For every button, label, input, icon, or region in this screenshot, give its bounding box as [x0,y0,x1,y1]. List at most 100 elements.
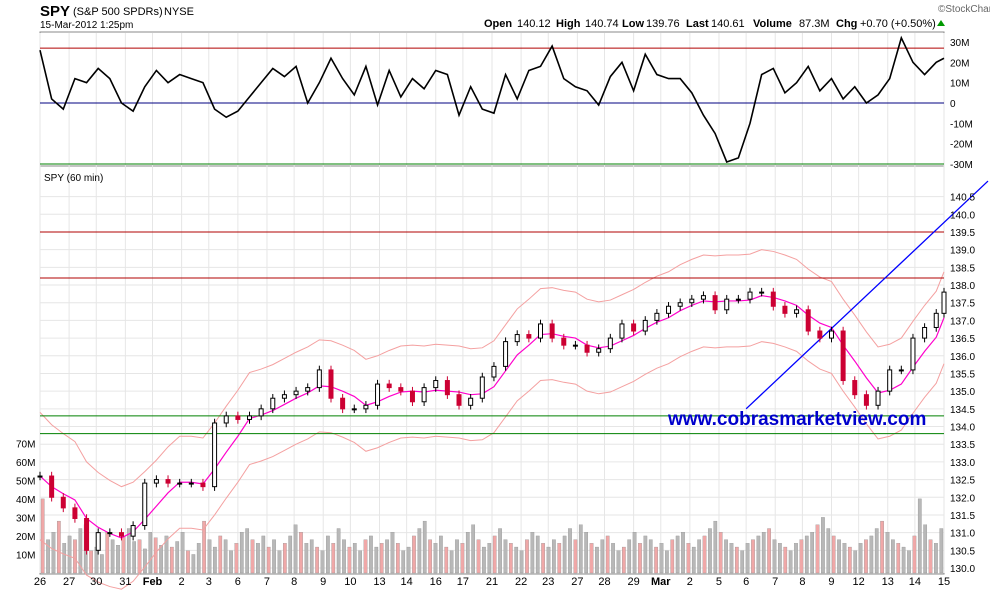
volume-bar [148,532,153,574]
volume-bar [530,532,535,574]
volume-bar [374,546,379,574]
volume-bar [573,539,578,574]
candle-body [72,507,78,519]
volume-bar [751,539,755,574]
volume-bar [697,539,702,574]
volume-bar [465,532,470,574]
candle-body [526,334,532,339]
candle-body [561,337,567,346]
volume-bar [498,528,502,574]
volume-bar [896,543,901,574]
volume-bar [336,528,341,574]
x-tick-label: 8 [291,576,297,588]
candle-body [107,532,113,535]
volume-bar [724,539,728,574]
volume-bar [535,535,540,574]
price-tick-label: 132.0 [950,493,975,504]
x-tick-label: 13 [882,576,894,588]
volume-bar [745,543,750,574]
volume-bar [821,517,825,574]
volume-bar [100,554,104,574]
open-label: Open [484,18,512,30]
volume-bar [665,550,669,574]
volume-bar [503,539,508,574]
candle-body [468,397,474,406]
volume-bar [56,520,61,574]
volume-bar [713,520,718,574]
volume-bar [578,524,583,574]
candle-body [817,330,823,339]
x-tick-label: 6 [235,576,241,588]
candle-body [910,337,916,371]
indicator-tick-label: 20M [950,58,969,69]
volume-bar [164,535,169,574]
candle-body [654,312,660,321]
volume-bar [772,539,777,574]
volume-bar [460,543,465,574]
volume-bar [51,532,56,574]
candle-body [386,383,392,389]
candle-body [828,330,834,339]
volume-bar [831,535,836,574]
indicator-tick-label: -30M [950,160,973,171]
price-tick-label: 137.5 [950,299,975,310]
candle-body [941,291,947,314]
volume-bar [143,548,147,574]
x-tick-label: 22 [515,576,527,588]
volume-bar [299,532,303,574]
price-candles [37,287,947,555]
volume-bar [691,546,696,574]
volume-bar [471,524,476,574]
candle-body [572,344,578,347]
price-tick-label: 139.0 [950,246,975,257]
candle-body [875,390,881,406]
volume-bar [239,532,244,574]
volume-bar [514,546,519,574]
volume-bar [62,543,67,574]
volume-bar [740,550,745,574]
volume-bar [455,539,459,574]
candle-body [863,394,869,406]
volume-tick-label: 10M [16,550,35,561]
volume-bar [363,539,368,574]
volume-bar [492,535,497,574]
volume-bar [116,545,120,574]
x-tick-label: 28 [598,576,610,588]
volume-bar [46,539,50,574]
volume-bar [853,550,858,574]
candle-body [293,390,299,396]
volume-bar [611,543,615,574]
volume-bar [412,535,416,574]
price-tick-label: 136.0 [950,352,975,363]
price-tick-label: 132.5 [950,476,975,487]
x-tick-label: 16 [430,576,442,588]
price-tick-label: 135.0 [950,387,975,398]
volume-bar [439,535,443,574]
candle-body [631,323,637,332]
volume-bar [761,532,766,574]
volume-bar [675,535,680,574]
exchange: NYSE [164,6,194,18]
volume-bar [508,543,513,574]
volume-bar [616,550,621,574]
candle-body [235,415,241,420]
volume-bar [525,539,529,574]
x-tick-label: 12 [853,576,865,588]
candle-body [770,291,776,307]
x-tick-label: 7 [264,576,270,588]
grid [39,33,945,573]
volume-bar [153,537,158,574]
volume-bar [778,543,782,574]
candle-body [340,397,346,410]
volume-bar [422,520,427,574]
candle-body [409,390,415,403]
price-tick-label: 134.5 [950,405,975,416]
candle-body [596,348,602,353]
volume-bar [783,546,788,574]
volume-bar [126,528,131,574]
price-tick-label: 134.0 [950,423,975,434]
price-tick-label: 133.5 [950,440,975,451]
candle-body [398,387,404,392]
last-label: Last [686,18,709,30]
price-tick-label: 130.0 [950,564,975,575]
